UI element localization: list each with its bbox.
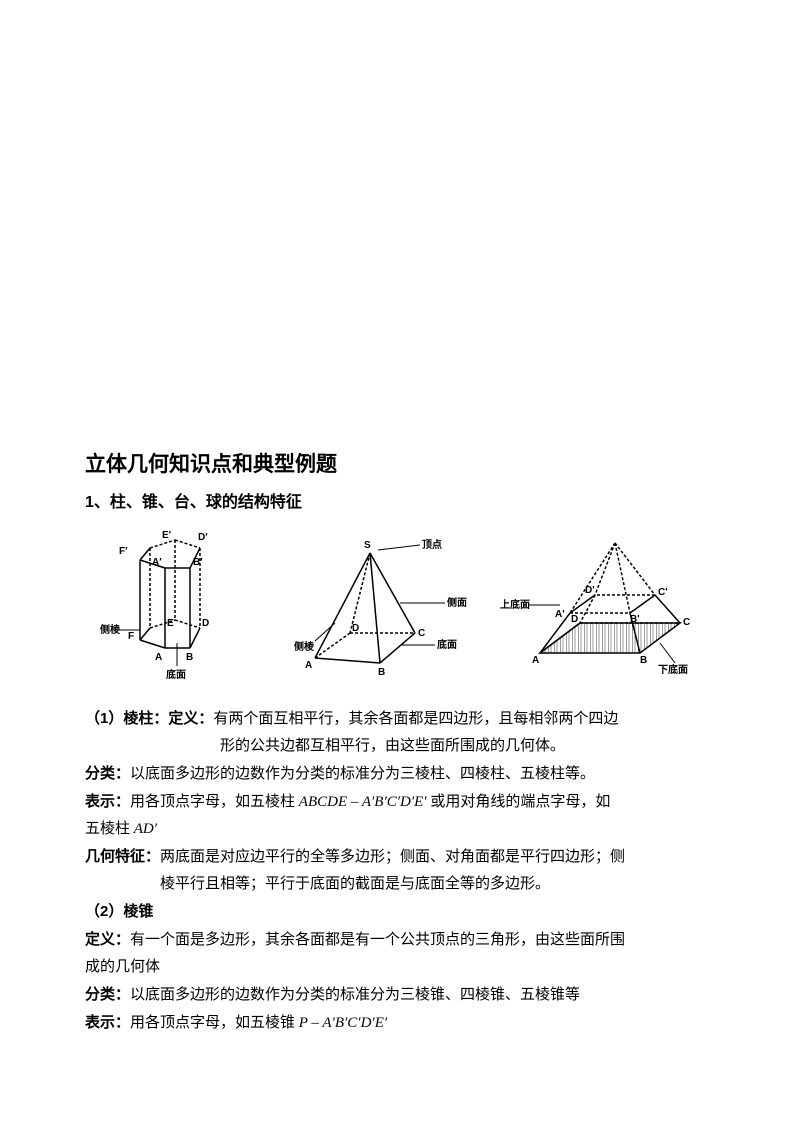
text-3a: 用各顶点字母，如五棱柱 xyxy=(130,794,299,810)
para-8: 表示：用各顶点字母，如五棱锥 P – A′B′C′D′E′ xyxy=(85,1010,715,1036)
label-side: 侧棱 xyxy=(294,640,315,653)
para-3b: 五棱柱 AD′ xyxy=(85,817,715,842)
label-S: S xyxy=(364,540,371,551)
label-Dp: D′ xyxy=(198,532,208,543)
text-3c: 五棱柱 xyxy=(85,821,134,837)
label-bottom: 底面 xyxy=(437,638,457,651)
label-bottom: 底面 xyxy=(166,668,186,681)
para-1: （1）棱柱：定义：有两个面互相平行，其余各面都是四边形，且每相邻两个四边 xyxy=(85,706,715,732)
label-C: C xyxy=(418,628,425,639)
para-6b: 成的几何体 xyxy=(85,955,715,980)
figure-pyramid: S 顶点 A B C D 侧面 底面 侧棱 xyxy=(270,523,470,688)
label-D: D xyxy=(352,623,359,634)
label-D: D xyxy=(202,618,209,629)
label-A: A xyxy=(532,655,539,666)
label-B: B xyxy=(186,652,193,663)
label-Bp: B' xyxy=(630,614,640,625)
para-7: 分类：以底面多边形的边数作为分类的标准分为三棱锥、四棱锥、五棱锥等 xyxy=(85,982,715,1008)
label-Cp: C' xyxy=(658,587,668,598)
label-Ep: E′ xyxy=(162,530,172,541)
text-1a: 有两个面互相平行，其余各面都是四边形，且每相邻两个四边 xyxy=(213,711,618,727)
para-1b: 形的公共边都互相平行，由这些面所围成的几何体。 xyxy=(85,734,715,759)
label-C: C xyxy=(683,617,690,628)
label-side-edge: 侧棱 xyxy=(100,623,121,636)
figure-row: E′ D′ F′ A′ B′ E D F A B 侧棱 底面 xyxy=(85,518,715,688)
label-def2: 定义： xyxy=(85,931,130,948)
para-4: 几何特征：两底面是对应边平行的全等多边形；侧面、对角面都是平行四边形；侧 xyxy=(85,844,715,870)
page-title: 立体几何知识点和典型例题 xyxy=(85,448,715,478)
formula-3: P – A′B′C′D′E′ xyxy=(299,1015,387,1031)
label-bottom: 下底面 xyxy=(658,663,688,676)
figure-frustum: A B C D A' B' C' D' 上底面 下底面 xyxy=(500,523,700,688)
label-A: A xyxy=(305,660,312,671)
para-4b: 棱平行且相等；平行于底面的截面是与底面全等的多边形。 xyxy=(85,872,715,897)
label-prism-def: （1）棱柱：定义： xyxy=(85,710,213,727)
label-apex: 顶点 xyxy=(422,538,442,551)
label-face: 侧面 xyxy=(447,596,467,609)
label-E: E xyxy=(167,618,174,629)
formula-1: ABCDE – A′B′C′D′E′ xyxy=(299,794,427,810)
label-Ap: A′ xyxy=(152,557,162,568)
label-Dp: D' xyxy=(585,585,595,596)
text-8a: 用各顶点字母，如五棱锥 xyxy=(130,1015,299,1031)
text-2: 以底面多边形的边数作为分类的标准分为三棱柱、四棱柱、五棱柱等。 xyxy=(130,766,595,782)
label-B: B xyxy=(378,667,385,678)
label-classify2: 分类： xyxy=(85,986,130,1003)
figure-prism: E′ D′ F′ A′ B′ E D F A B 侧棱 底面 xyxy=(100,518,240,688)
label-A: A xyxy=(155,652,162,663)
label-D: D xyxy=(571,614,578,625)
label-repr: 表示： xyxy=(85,793,130,810)
label-geom: 几何特征： xyxy=(85,848,160,865)
para-5: （2）棱锥 xyxy=(85,899,715,925)
para-6: 定义：有一个面是多边形，其余各面都是有一个公共顶点的三角形，由这些面所围 xyxy=(85,927,715,953)
para-3: 表示：用各顶点字母，如五棱柱 ABCDE – A′B′C′D′E′ 或用对角线的… xyxy=(85,789,715,815)
label-Fp: F′ xyxy=(119,546,128,557)
label-Ap: A' xyxy=(555,609,565,620)
text-4: 两底面是对应边平行的全等多边形；侧面、对角面都是平行四边形；侧 xyxy=(160,849,625,865)
section-heading: 1、柱、锥、台、球的结构特征 xyxy=(85,488,715,512)
formula-2: AD′ xyxy=(134,821,157,837)
text-3b: 或用对角线的端点字母，如 xyxy=(427,794,611,810)
label-top: 上底面 xyxy=(500,598,530,611)
body-text: （1）棱柱：定义：有两个面互相平行，其余各面都是四边形，且每相邻两个四边 形的公… xyxy=(85,706,715,1036)
text-1b: 形的公共边都互相平行，由这些面所围成的几何体。 xyxy=(220,738,565,754)
label-B: B xyxy=(640,655,647,666)
text-7: 以底面多边形的边数作为分类的标准分为三棱锥、四棱锥、五棱锥等 xyxy=(130,987,580,1003)
label-repr2: 表示： xyxy=(85,1014,130,1031)
text-4b: 棱平行且相等；平行于底面的截面是与底面全等的多边形。 xyxy=(160,876,550,892)
para-2: 分类：以底面多边形的边数作为分类的标准分为三棱柱、四棱柱、五棱柱等。 xyxy=(85,761,715,787)
label-F: F xyxy=(128,631,134,642)
text-6: 有一个面是多边形，其余各面都是有一个公共顶点的三角形，由这些面所围 xyxy=(130,932,625,948)
label-classify: 分类： xyxy=(85,765,130,782)
label-Bp: B′ xyxy=(193,557,203,568)
label-pyramid: （2）棱锥 xyxy=(85,903,153,920)
text-6b: 成的几何体 xyxy=(85,959,160,975)
